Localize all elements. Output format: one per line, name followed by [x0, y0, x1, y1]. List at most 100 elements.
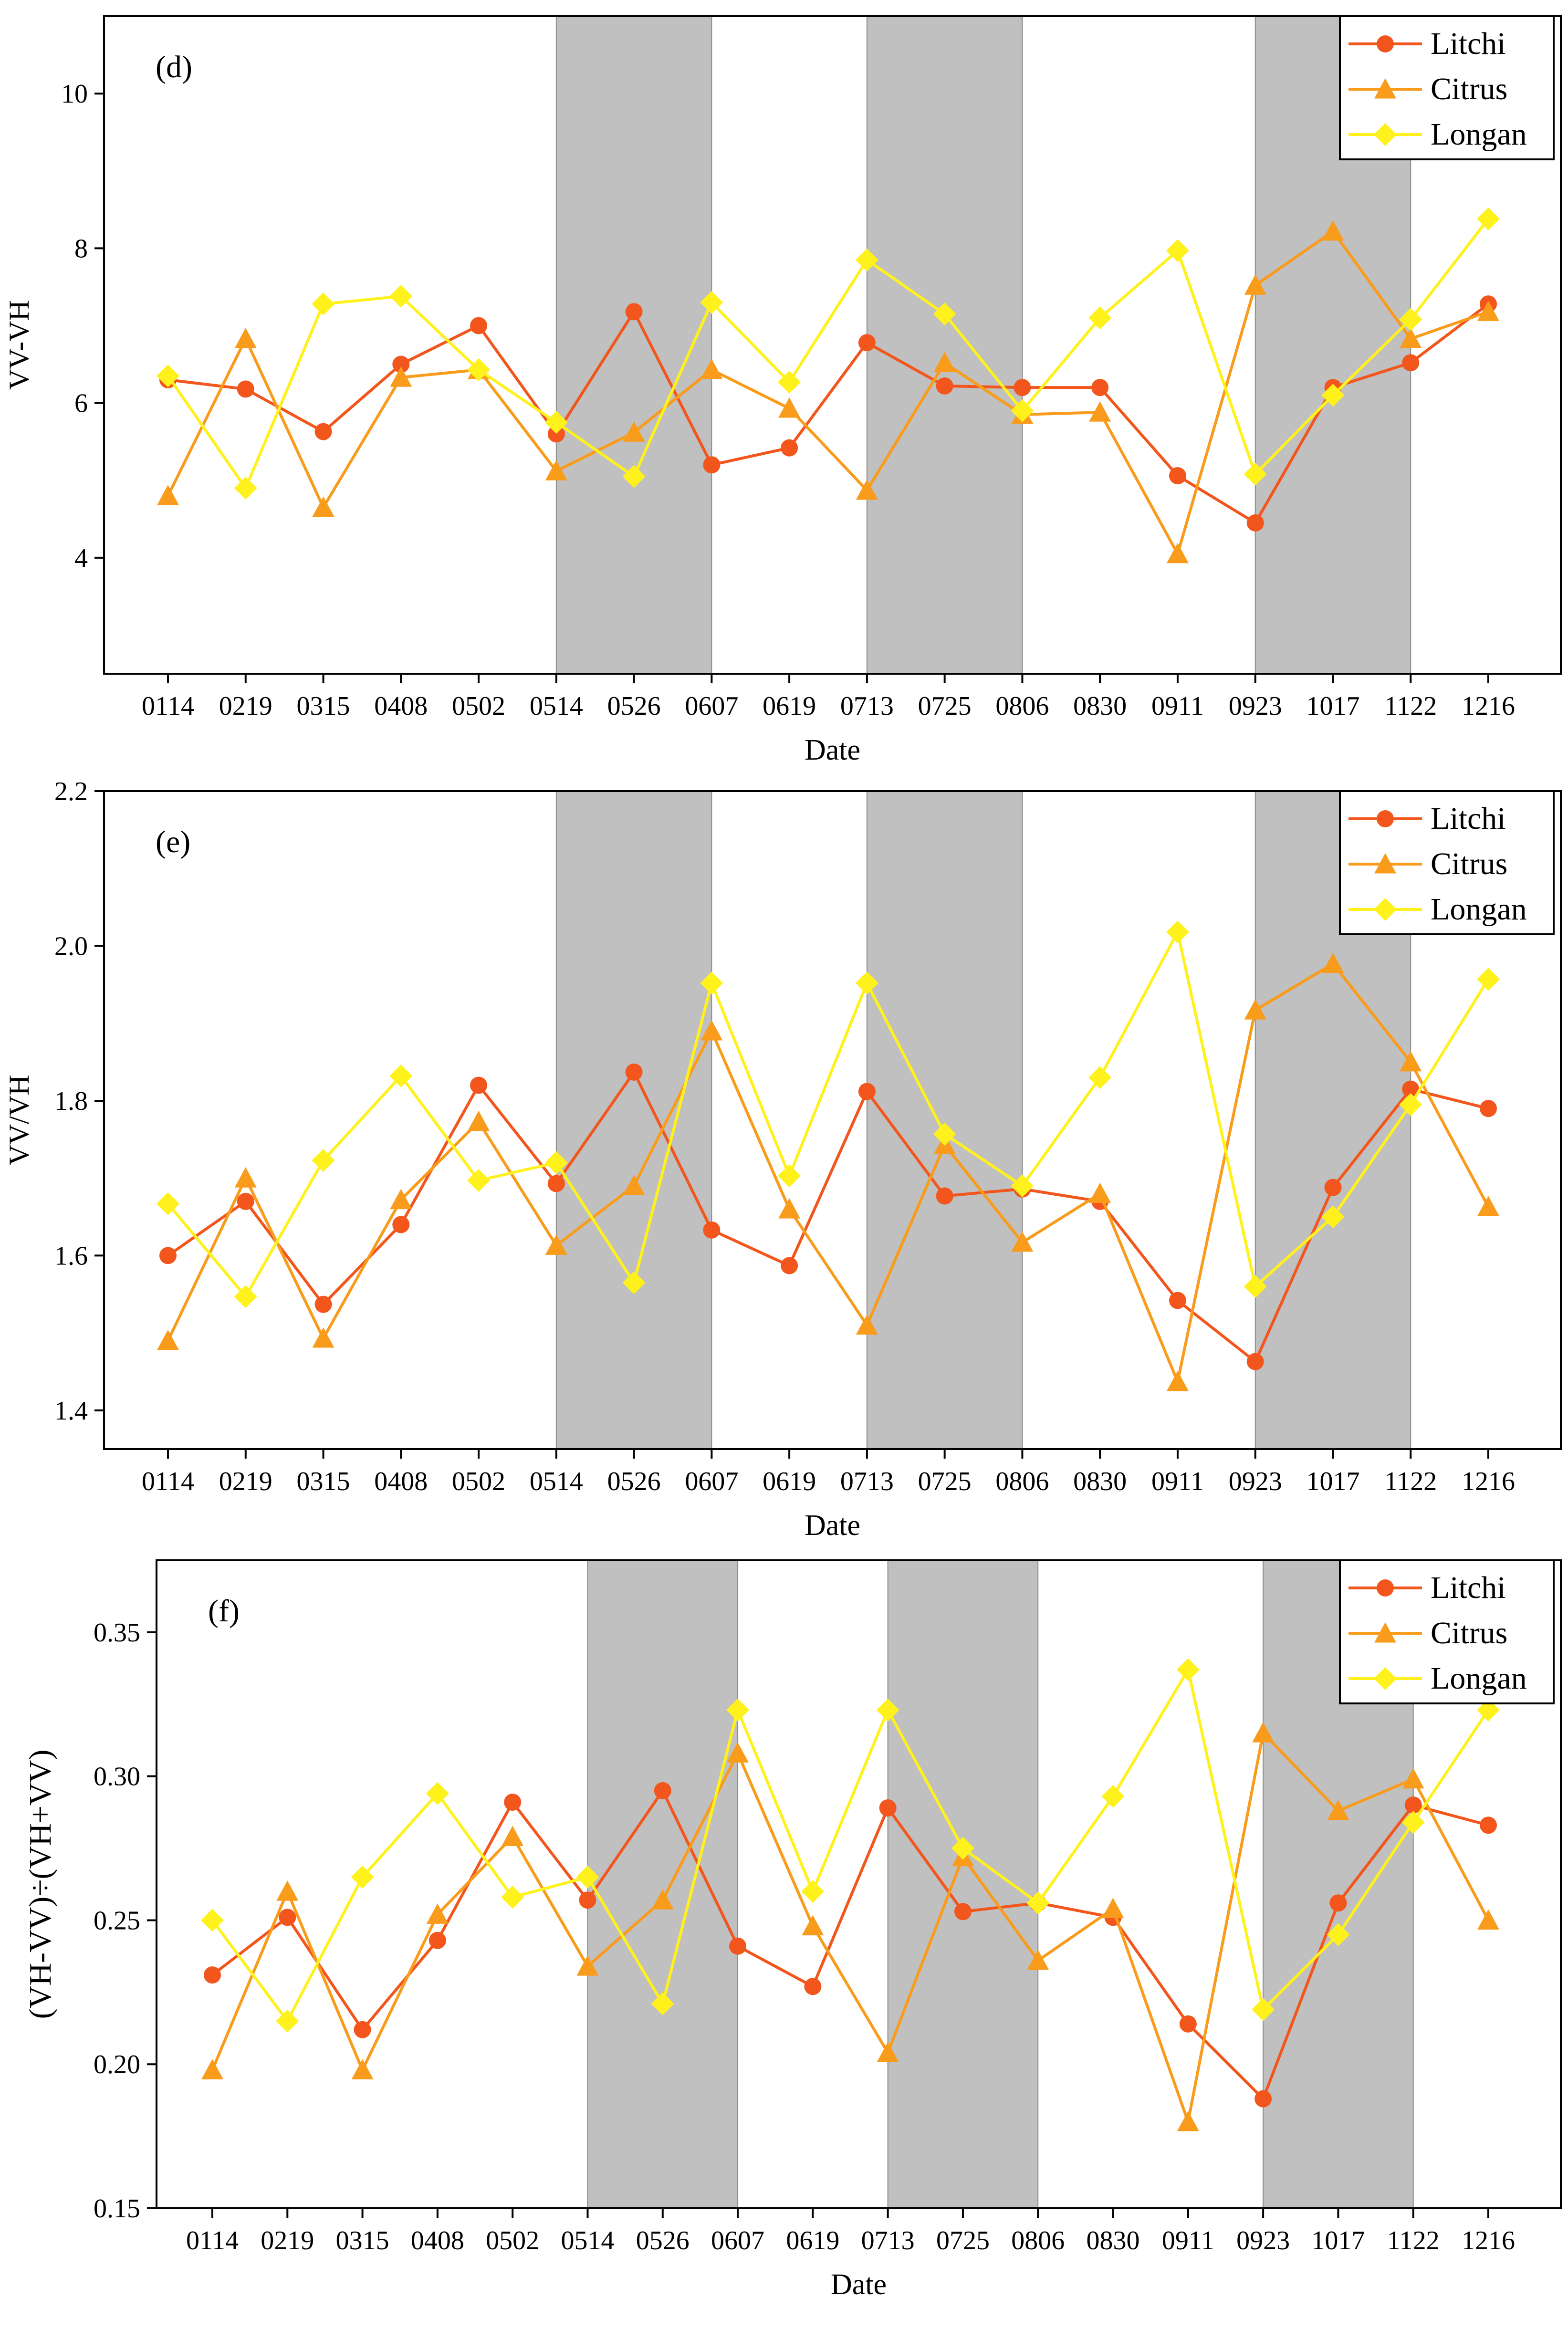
- data-point-citrus-0114: [157, 485, 179, 505]
- data-point-litchi-0526: [654, 1782, 671, 1799]
- data-point-litchi-1122: [1402, 354, 1420, 372]
- data-point-litchi-0315: [354, 2021, 371, 2038]
- x-tick-label-1216: 1216: [1462, 1467, 1515, 1496]
- data-point-litchi-0607: [703, 456, 721, 474]
- series-line-longan: [167, 218, 1490, 490]
- x-tick-label-0830: 0830: [1087, 2226, 1140, 2255]
- data-point-litchi-0725: [936, 1187, 953, 1205]
- x-tick-label-0806: 0806: [995, 691, 1049, 721]
- x-axis-title: Date: [805, 1509, 860, 1542]
- x-tick-label-0502: 0502: [452, 1467, 505, 1496]
- x-tick-label-0315: 0315: [297, 691, 350, 721]
- data-point-citrus-1017: [1322, 952, 1344, 973]
- data-point-citrus-0408: [390, 366, 412, 387]
- data-point-litchi-0315: [314, 423, 332, 440]
- data-point-longan-0713: [876, 1698, 899, 1722]
- y-axis-title: (VH-VV)÷(VH+VV): [23, 1750, 58, 2019]
- data-point-citrus-0619: [802, 1915, 824, 1936]
- data-point-longan-0526: [622, 1271, 646, 1294]
- x-tick-label-0114: 0114: [142, 1467, 194, 1496]
- data-point-citrus-0526: [623, 1175, 645, 1195]
- data-point-litchi-0607: [729, 1937, 747, 1955]
- data-point-longan-0315: [312, 292, 335, 316]
- data-point-longan-0923: [1244, 462, 1267, 486]
- legend-swatch-marker-litchi: [1377, 1579, 1394, 1597]
- y-tick-label: 0.25: [94, 1906, 140, 1935]
- data-point-citrus-0408: [426, 1903, 449, 1924]
- data-point-litchi-0526: [625, 1063, 643, 1081]
- data-point-citrus-0713: [856, 1314, 878, 1335]
- x-tick-label-0219: 0219: [219, 691, 272, 721]
- legend: Litchi Citrus Longan: [1339, 15, 1555, 160]
- legend-label-litchi: Litchi: [1431, 26, 1506, 61]
- data-point-litchi-0502: [470, 1076, 488, 1094]
- x-tick-label-0806: 0806: [1011, 2226, 1065, 2255]
- legend-label-citrus: Citrus: [1431, 72, 1507, 106]
- data-point-citrus-0514: [576, 1955, 599, 1976]
- shaded-band-1: [555, 16, 712, 674]
- data-point-longan-1017: [1321, 384, 1345, 407]
- data-point-litchi-0923: [1246, 514, 1264, 532]
- x-tick-label-0502: 0502: [486, 2226, 539, 2255]
- data-point-citrus-0830: [1089, 401, 1111, 422]
- data-point-citrus-0806: [1011, 1231, 1034, 1252]
- data-point-litchi-0514: [547, 1175, 565, 1192]
- data-point-litchi-0619: [781, 1257, 798, 1274]
- data-point-litchi-0219: [237, 380, 254, 398]
- x-tick-label-0725: 0725: [936, 2226, 990, 2255]
- x-tick-label-0315: 0315: [336, 2226, 389, 2255]
- x-tick-label-0607: 0607: [711, 2226, 764, 2255]
- x-tick-label-0923: 0923: [1229, 691, 1282, 721]
- data-point-litchi-1017: [1324, 1179, 1342, 1196]
- data-point-citrus-0114: [157, 1329, 179, 1350]
- shaded-band-2: [887, 1560, 1039, 2209]
- data-point-longan-0514: [544, 411, 568, 434]
- data-point-longan-1216: [1477, 968, 1500, 991]
- data-point-citrus-0526: [623, 421, 645, 442]
- series-line-longan: [211, 1668, 1490, 2023]
- data-point-litchi-0713: [879, 1799, 897, 1817]
- data-point-citrus-0315: [351, 2059, 374, 2079]
- data-point-citrus-0114: [201, 2059, 223, 2079]
- y-tick-label: 2.2: [54, 777, 88, 806]
- data-point-litchi-1122: [1404, 1796, 1422, 1814]
- data-point-citrus-1216: [1477, 301, 1499, 321]
- data-point-longan-0408: [389, 1065, 413, 1088]
- x-tick-label-0514: 0514: [530, 1467, 583, 1496]
- series-line-litchi: [167, 1070, 1489, 1363]
- x-tick-label-0911: 0911: [1162, 2226, 1214, 2255]
- x-tick-label-1122: 1122: [1387, 2226, 1440, 2255]
- data-point-longan-0619: [801, 1880, 825, 1903]
- x-tick-label-0408: 0408: [374, 1467, 428, 1496]
- data-point-longan-0219: [276, 2009, 299, 2033]
- x-tick-label-0607: 0607: [685, 1467, 738, 1496]
- x-tick-label-0725: 0725: [918, 691, 972, 721]
- data-point-citrus-0923: [1244, 999, 1266, 1020]
- x-tick-label-0713: 0713: [840, 691, 894, 721]
- legend-swatch-marker-citrus: [1374, 1622, 1396, 1643]
- data-point-longan-0315: [312, 1148, 335, 1172]
- data-point-citrus-0502: [468, 1110, 490, 1131]
- data-point-longan-0725: [933, 303, 956, 326]
- data-point-longan-0911: [1176, 1658, 1200, 1681]
- data-point-longan-0408: [389, 284, 413, 308]
- data-point-litchi-0923: [1254, 2090, 1272, 2108]
- y-tick-label: 1.4: [54, 1396, 88, 1426]
- x-tick-label-1122: 1122: [1384, 1467, 1437, 1496]
- data-point-longan-0619: [778, 370, 801, 394]
- legend-label-longan: Longan: [1431, 892, 1527, 927]
- shaded-band-2: [866, 791, 1023, 1450]
- plot-frame: [103, 790, 1562, 1450]
- data-point-citrus-0911: [1177, 2110, 1199, 2131]
- legend: Litchi Citrus Longan: [1339, 790, 1555, 935]
- y-axis-title: VV/VH: [3, 1075, 35, 1166]
- data-point-longan-0923: [1252, 1998, 1275, 2021]
- legend-swatch-marker-citrus: [1374, 78, 1396, 99]
- y-tick-label: 0.20: [94, 2050, 140, 2079]
- data-point-longan-0911: [1166, 239, 1189, 262]
- data-point-citrus-0830: [1089, 1182, 1111, 1203]
- data-point-litchi-0315: [314, 1295, 332, 1313]
- data-point-longan-0911: [1166, 920, 1189, 944]
- plot-frame: [103, 15, 1562, 675]
- x-tick-label-0923: 0923: [1236, 2226, 1290, 2255]
